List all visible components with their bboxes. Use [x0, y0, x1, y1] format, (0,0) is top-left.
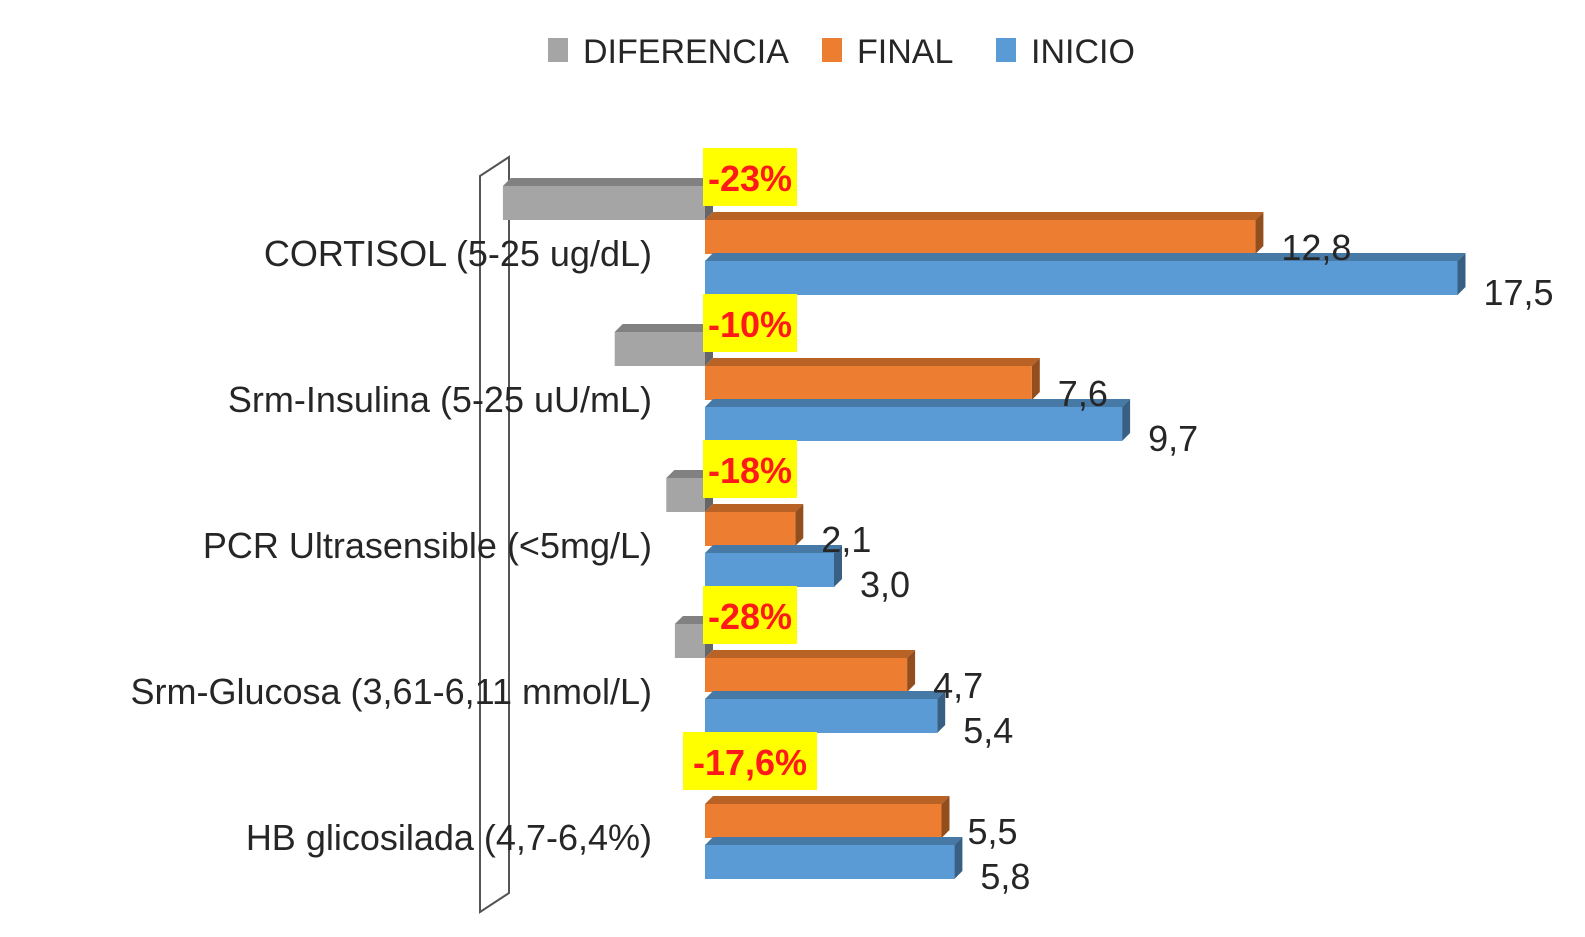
bar-final [705, 358, 1040, 400]
value-label-final: 5,5 [968, 811, 1018, 852]
bar-inicio [705, 399, 1131, 441]
bars [502, 178, 1466, 879]
value-label-final: 4,7 [933, 665, 983, 706]
bar-inicio [705, 837, 963, 879]
bar-final [705, 650, 916, 692]
value-label-inicio: 9,7 [1148, 418, 1198, 459]
bar-diferencia [502, 178, 713, 220]
bar-inicio [705, 545, 842, 587]
bar-inicio [705, 253, 1466, 295]
value-label-inicio: 17,5 [1484, 272, 1554, 313]
legend-swatch-inicio [996, 38, 1016, 62]
bar-final [705, 504, 804, 546]
value-label-final: 2,1 [821, 519, 871, 560]
value-label-inicio: 3,0 [860, 564, 910, 605]
labels: CORTISOL (5-25 ug/dL) -23% 12,8 17,5 Srm-Ins… [131, 148, 1554, 897]
value-label-inicio: 5,8 [980, 856, 1030, 897]
legend-swatch-diferencia [548, 38, 568, 62]
legend: DIFERENCIA FINAL INICIO [548, 33, 1135, 71]
percent-label: -10% [708, 304, 792, 345]
axis-wall-outline [479, 155, 510, 914]
legend-swatch-final [822, 38, 842, 62]
legend-label-final: FINAL [857, 33, 953, 71]
category-label: HB glicosilada (4,7-6,4%) [246, 817, 652, 858]
percent-label-bg [703, 148, 797, 206]
percent-label-bg [683, 732, 817, 790]
percent-label: -23% [708, 158, 792, 199]
value-label-final: 7,6 [1058, 373, 1108, 414]
percent-label-bg [703, 294, 797, 352]
category-label: Srm-Insulina (5-25 uU/mL) [228, 379, 652, 420]
axis-wall [479, 155, 510, 914]
bar-inicio [705, 691, 946, 733]
percent-label: -17,6% [693, 742, 807, 783]
bar-final [705, 212, 1264, 254]
percent-label-bg [703, 586, 797, 644]
legend-label-inicio: INICIO [1031, 33, 1135, 71]
percent-label: -28% [708, 596, 792, 637]
value-label-inicio: 5,4 [963, 710, 1013, 751]
legend-label-diferencia: DIFERENCIA [583, 33, 789, 71]
percent-label-bg [703, 440, 797, 498]
value-label-final: 12,8 [1281, 227, 1351, 268]
category-label: PCR Ultrasensible (<5mg/L) [203, 525, 652, 566]
category-label: Srm-Glucosa (3,61-6,11 mmol/L) [131, 671, 653, 712]
bar-final [705, 796, 950, 838]
percent-label: -18% [708, 450, 792, 491]
bar-diferencia [614, 324, 713, 366]
category-label: CORTISOL (5-25 ug/dL) [264, 233, 652, 274]
